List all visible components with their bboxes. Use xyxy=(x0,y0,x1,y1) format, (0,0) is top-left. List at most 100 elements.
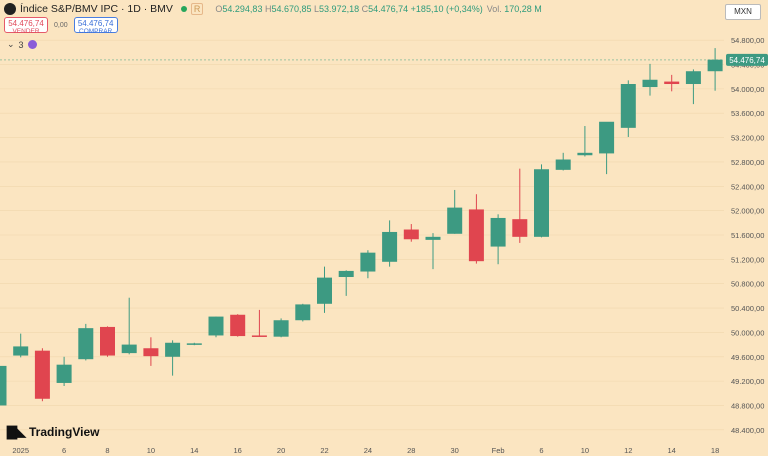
x-tick-label: 20 xyxy=(277,446,285,455)
x-tick-label: 14 xyxy=(190,446,198,455)
candle-down[interactable] xyxy=(100,326,115,356)
buy-button[interactable]: 54.476,74 COMPRAR xyxy=(73,17,118,35)
sell-price: 54.476,74 xyxy=(8,19,44,28)
y-tick-label: 54.000,00 xyxy=(731,85,764,94)
y-tick-label: 52.400,00 xyxy=(731,182,764,191)
candle-up[interactable] xyxy=(555,159,571,170)
candle-down[interactable] xyxy=(403,229,419,240)
candle-up[interactable] xyxy=(13,346,29,356)
candle-up[interactable] xyxy=(56,364,72,383)
candle-up[interactable] xyxy=(338,270,354,278)
y-axis: 48.400,00 48.800,00 49.200,00 49.600,00 50.0… xyxy=(731,36,764,435)
candle-up[interactable] xyxy=(382,231,398,262)
open-label: O xyxy=(215,4,223,14)
candle-up[interactable] xyxy=(0,365,7,406)
tradingview-mark-icon: ▇◣ xyxy=(7,424,26,439)
indicators-count: 3 xyxy=(18,39,24,50)
candle-up[interactable] xyxy=(317,277,332,304)
low-value: 53.972,18 xyxy=(319,4,360,14)
volume-label: Vol. xyxy=(486,4,502,14)
spread-value: 0,00 xyxy=(54,21,68,29)
sell-button[interactable]: 54.476,74 VENDER xyxy=(4,17,48,35)
candle-up[interactable] xyxy=(121,344,137,354)
candle-down[interactable] xyxy=(468,209,484,262)
buy-price: 54.476,74 xyxy=(77,19,114,28)
y-tick-label: 50.000,00 xyxy=(731,328,764,337)
y-tick-label: 51.600,00 xyxy=(731,231,764,240)
x-tick-label: 18 xyxy=(711,446,719,455)
candle-up[interactable] xyxy=(620,84,636,128)
x-axis: 2025 6 8 10 14 16 20 22 24 28 30 Feb 6 10 12 14 18 xyxy=(12,446,719,455)
market-status-icon xyxy=(180,6,187,12)
symbol-title[interactable]: Índice S&P/BMV IPC · 1D · BMV xyxy=(20,3,173,15)
x-tick-label: 22 xyxy=(320,446,328,455)
candle-down[interactable] xyxy=(143,348,159,357)
candle-up[interactable] xyxy=(186,343,202,345)
trade-panel: 54.476,74 VENDER 0,00 54.476,74 COMPRAR xyxy=(4,17,118,35)
x-tick-label: 28 xyxy=(407,446,415,455)
candle-up[interactable] xyxy=(360,252,376,272)
x-tick-label: 8 xyxy=(105,446,109,455)
x-tick-label: 12 xyxy=(624,446,632,455)
close-value: 54.476,74 xyxy=(368,4,409,14)
candle-up[interactable] xyxy=(685,71,701,85)
y-tick-label: 50.800,00 xyxy=(731,280,764,289)
change-value: +185,10 (+0,34%) xyxy=(410,4,483,14)
candle-down[interactable] xyxy=(251,335,267,337)
volume-value: 170,28 M xyxy=(504,4,542,14)
chevron-down-icon: ⌄ xyxy=(7,39,15,49)
candle-up[interactable] xyxy=(707,59,723,72)
ohlc-readout: O54.294,83 H54.670,85 L53.972,18 C54.476… xyxy=(215,4,482,14)
y-tick-label: 53.600,00 xyxy=(731,109,764,118)
y-tick-label: 49.600,00 xyxy=(731,353,764,362)
x-tick-label: 24 xyxy=(364,446,372,455)
y-tick-label: 53.200,00 xyxy=(731,134,764,143)
low-label: L xyxy=(314,4,320,14)
x-tick-label: 6 xyxy=(539,446,543,455)
open-value: 54.294,83 xyxy=(222,4,263,14)
candle-down[interactable] xyxy=(664,81,680,85)
candle-up[interactable] xyxy=(534,169,549,237)
symbol-header: Índice S&P/BMV IPC · 1D · BMV R O54.294,… xyxy=(4,3,542,15)
last-price-label: 54.476,74 xyxy=(729,56,765,65)
candle-up[interactable] xyxy=(208,316,224,336)
y-tick-label: 54.800,00 xyxy=(731,36,764,45)
candle-up[interactable] xyxy=(165,342,181,357)
candle-up[interactable] xyxy=(425,236,441,240)
buy-label: COMPRAR xyxy=(79,28,113,35)
tradingview-logo: ▇◣ TradingView xyxy=(7,424,99,440)
candle-down[interactable] xyxy=(512,219,528,237)
x-tick-label: Feb xyxy=(492,446,505,455)
candles-layer xyxy=(0,48,723,406)
x-tick-label: 16 xyxy=(234,446,242,455)
indicator-icon xyxy=(27,40,37,49)
y-tick-label: 48.800,00 xyxy=(731,401,764,410)
last-price-tag: 54.476,74 xyxy=(726,53,768,66)
high-label: H xyxy=(264,4,272,14)
candle-up[interactable] xyxy=(642,79,658,88)
x-tick-label: 2025 xyxy=(12,446,29,455)
candle-up[interactable] xyxy=(78,328,94,360)
candle-down[interactable] xyxy=(34,350,50,399)
candle-up[interactable] xyxy=(599,121,615,154)
candle-up[interactable] xyxy=(273,320,289,337)
x-tick-label: 10 xyxy=(581,446,589,455)
y-tick-label: 51.200,00 xyxy=(731,255,764,264)
y-tick-label: 52.000,00 xyxy=(731,207,764,216)
y-tick-label: 48.400,00 xyxy=(731,426,764,435)
currency-select[interactable]: MXN xyxy=(725,4,761,20)
sell-label: VENDER xyxy=(12,28,40,35)
candle-up[interactable] xyxy=(490,217,506,247)
realtime-badge: R xyxy=(190,3,204,15)
candle-up[interactable] xyxy=(447,207,463,234)
brand-name: TradingView xyxy=(29,425,100,439)
close-label: C xyxy=(361,4,369,14)
candle-down[interactable] xyxy=(230,314,246,337)
x-tick-label: 30 xyxy=(451,446,459,455)
y-tick-label: 49.200,00 xyxy=(731,377,764,386)
candle-up[interactable] xyxy=(295,304,311,321)
candle-up[interactable] xyxy=(577,152,593,156)
indicators-toggle[interactable]: ⌄ 3 xyxy=(7,39,37,50)
high-value: 54.670,85 xyxy=(271,4,312,14)
